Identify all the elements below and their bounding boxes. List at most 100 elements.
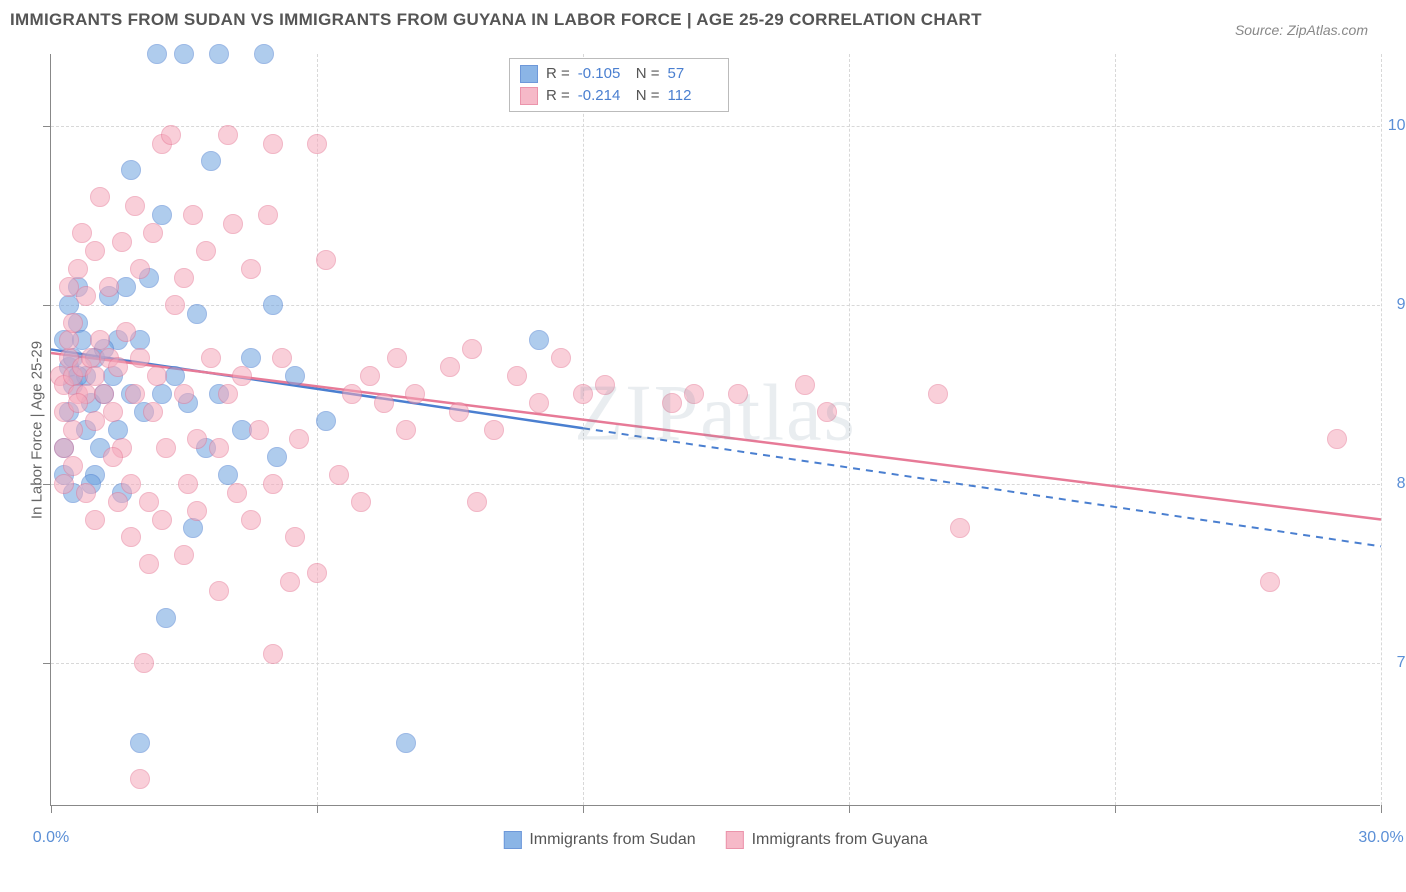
n-value: 57 [668, 63, 718, 85]
scatter-point [174, 44, 194, 64]
series-legend: Immigrants from Sudan Immigrants from Gu… [503, 831, 927, 849]
scatter-point [108, 420, 128, 440]
swatch-icon [503, 831, 521, 849]
scatter-point [54, 474, 74, 494]
xtick [51, 805, 52, 813]
scatter-point [950, 518, 970, 538]
scatter-point [440, 357, 460, 377]
scatter-point [139, 492, 159, 512]
y-axis-label: In Labor Force | Age 25-29 [29, 340, 46, 518]
xtick-label: 30.0% [1358, 829, 1403, 847]
scatter-point [187, 429, 207, 449]
scatter-point [112, 232, 132, 252]
scatter-point [462, 339, 482, 359]
r-value: -0.105 [578, 63, 628, 85]
n-label: N = [636, 63, 660, 85]
scatter-point [183, 518, 203, 538]
plot-area: In Labor Force | Age 25-29 70.0%80.0%90.… [50, 54, 1380, 806]
xtick [1381, 805, 1382, 813]
scatter-point [507, 366, 527, 386]
scatter-point [684, 384, 704, 404]
scatter-point [156, 608, 176, 628]
scatter-point [85, 510, 105, 530]
scatter-point [63, 313, 83, 333]
scatter-point [272, 348, 292, 368]
ytick-label: 90.0% [1386, 296, 1406, 314]
scatter-point [374, 393, 394, 413]
scatter-point [218, 125, 238, 145]
scatter-point [227, 483, 247, 503]
r-label: R = [546, 63, 570, 85]
scatter-point [529, 393, 549, 413]
ytick-label: 100.0% [1386, 117, 1406, 135]
scatter-point [76, 286, 96, 306]
xtick [317, 805, 318, 813]
ytick [43, 305, 51, 306]
scatter-point [134, 653, 154, 673]
scatter-point [289, 429, 309, 449]
legend-label: Immigrants from Sudan [529, 831, 695, 849]
scatter-point [209, 581, 229, 601]
scatter-point [316, 411, 336, 431]
source-label: Source: ZipAtlas.com [1235, 22, 1368, 38]
scatter-point [103, 447, 123, 467]
scatter-point [147, 366, 167, 386]
scatter-point [209, 44, 229, 64]
scatter-point [174, 384, 194, 404]
swatch-icon [520, 87, 538, 105]
scatter-point [551, 348, 571, 368]
scatter-point [928, 384, 948, 404]
scatter-point [360, 366, 380, 386]
scatter-point [728, 384, 748, 404]
scatter-point [241, 259, 261, 279]
scatter-point [125, 196, 145, 216]
scatter-point [1327, 429, 1347, 449]
ytick [43, 663, 51, 664]
scatter-point [405, 384, 425, 404]
scatter-point [817, 402, 837, 422]
scatter-point [595, 375, 615, 395]
scatter-point [130, 769, 150, 789]
scatter-point [85, 241, 105, 261]
scatter-point [351, 492, 371, 512]
legend-item-guyana: Immigrants from Guyana [726, 831, 928, 849]
scatter-point [165, 295, 185, 315]
xtick [583, 805, 584, 813]
scatter-point [187, 501, 207, 521]
r-label: R = [546, 85, 570, 107]
stats-legend: R = -0.105 N = 57 R = -0.214 N = 112 [509, 58, 729, 112]
scatter-point [467, 492, 487, 512]
scatter-point [76, 483, 96, 503]
scatter-point [63, 420, 83, 440]
stats-row-guyana: R = -0.214 N = 112 [520, 85, 718, 107]
scatter-point [63, 456, 83, 476]
scatter-point [285, 527, 305, 547]
scatter-point [187, 304, 207, 324]
scatter-point [143, 223, 163, 243]
scatter-point [139, 554, 159, 574]
scatter-point [218, 384, 238, 404]
scatter-point [209, 438, 229, 458]
scatter-point [263, 295, 283, 315]
scatter-point [307, 563, 327, 583]
scatter-point [103, 402, 123, 422]
xtick [849, 805, 850, 813]
scatter-point [795, 375, 815, 395]
scatter-point [285, 366, 305, 386]
gridline-v [1381, 54, 1382, 805]
scatter-point [196, 241, 216, 261]
scatter-point [152, 205, 172, 225]
xtick-label: 0.0% [33, 829, 69, 847]
scatter-point [316, 250, 336, 270]
scatter-point [130, 259, 150, 279]
xtick [1115, 805, 1116, 813]
legend-label: Immigrants from Guyana [752, 831, 928, 849]
scatter-point [1260, 572, 1280, 592]
ytick [43, 484, 51, 485]
scatter-point [183, 205, 203, 225]
scatter-point [280, 572, 300, 592]
ytick-label: 70.0% [1386, 654, 1406, 672]
scatter-point [254, 44, 274, 64]
scatter-point [241, 348, 261, 368]
scatter-point [174, 268, 194, 288]
